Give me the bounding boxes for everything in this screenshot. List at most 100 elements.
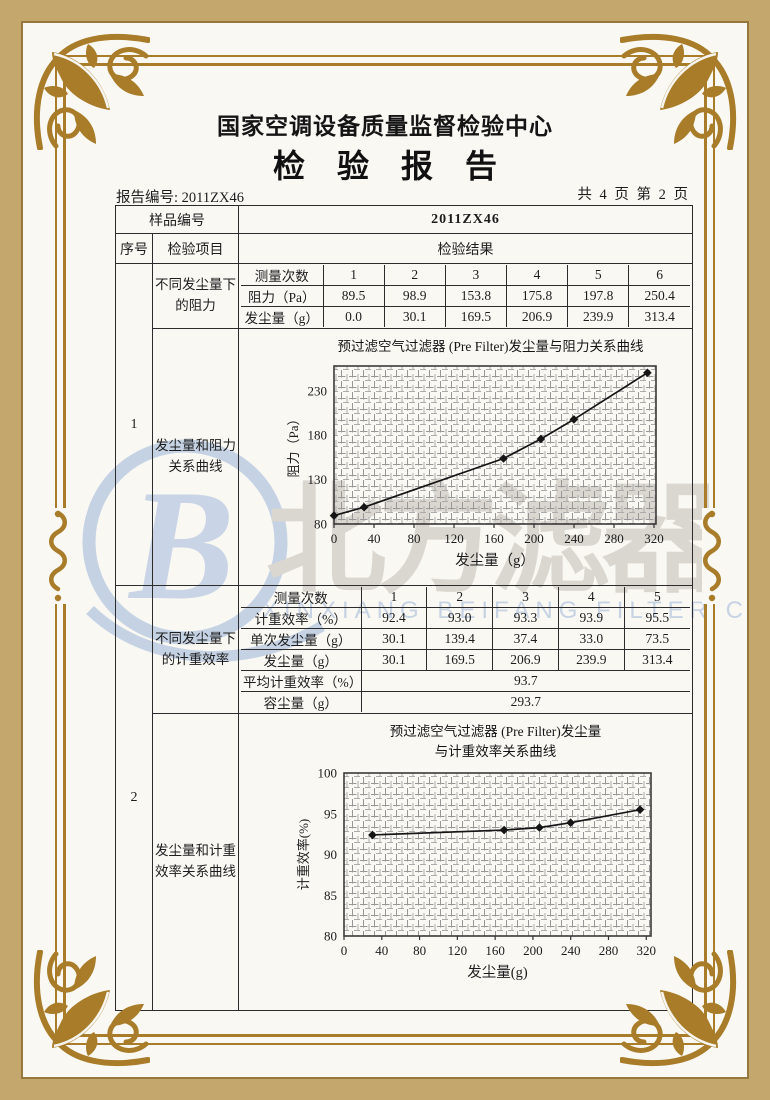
section1-seq: 1: [115, 263, 153, 586]
resistance-table: 测量次数 1 2 3 4 5 6 阻力（Pa） 89.5 98.9: [241, 265, 690, 327]
value-cell: 313.4: [623, 649, 690, 671]
efficiency-chart-cell: 预过滤空气过滤器 (Pre Filter)发尘量 与计重效率关系曲线 80 85 9…: [238, 713, 693, 1011]
svg-text:200: 200: [523, 943, 543, 958]
section1-chart-row: 发尘量和阻力关系曲线 预过滤空气过滤器 (Pre Filter)发尘量与阻力关系…: [116, 328, 693, 586]
svg-text:180: 180: [308, 428, 328, 443]
svg-text:阻力（Pa）: 阻力（Pa）: [286, 412, 301, 477]
value-cell: 250.4: [628, 285, 690, 307]
row-label-cell: 平均计重效率（%）: [241, 670, 362, 692]
page-number: 共 4 页 第 2 页: [577, 187, 690, 203]
svg-text:80: 80: [314, 517, 327, 532]
svg-text:85: 85: [324, 888, 337, 903]
value-cell: 93.0: [426, 607, 494, 629]
value-cell: 153.8: [444, 285, 507, 307]
section2-chart-row: 发尘量和计重效率关系曲线 预过滤空气过滤器 (Pre Filter)发尘量 与计…: [116, 713, 693, 1011]
report-table: 样品编号 2011ZX46 序号 检验项目 检验结果 1 不同发尘量下的阻力 测…: [115, 205, 693, 1011]
svg-text:95: 95: [324, 806, 337, 821]
seq-header: 序号: [115, 233, 153, 264]
resistance-chart-cell: 预过滤空气过滤器 (Pre Filter)发尘量与阻力关系曲线 80 130 180…: [238, 328, 693, 586]
value-cell: 197.8: [567, 285, 630, 307]
svg-text:80: 80: [413, 943, 426, 958]
cumulative-dust-row: 发尘量（g） 30.1 169.5 206.9 239.9 313.4: [241, 649, 690, 671]
svg-text:320: 320: [644, 531, 664, 546]
org-title: 国家空调设备质量监督检验中心: [217, 113, 553, 139]
value-cell: 139.4: [426, 628, 494, 650]
resistance-chart: 80 130 180 230 0 40 80 120 160 200 240 280 320 阻力（Pa）…: [286, 365, 664, 569]
svg-text:0: 0: [341, 943, 348, 958]
resistance-table-cell: 测量次数 1 2 3 4 5 6 阻力（Pa） 89.5 98.9: [238, 263, 693, 329]
svg-text:230: 230: [308, 383, 328, 398]
efficiency-chart: 80 85 90 95 100 0 40 80 120 160 200 240 280 320 计重效率(%…: [296, 766, 657, 981]
scroll-ornament-icon: [48, 508, 68, 604]
svg-text:发尘量(g): 发尘量(g): [467, 964, 528, 981]
svg-text:160: 160: [485, 943, 505, 958]
dust-capacity-row: 容尘量（g） 293.7: [241, 691, 690, 712]
svg-text:160: 160: [484, 531, 504, 546]
report-title: 检 验 报 告: [272, 148, 497, 184]
svg-text:130: 130: [308, 472, 328, 487]
svg-text:40: 40: [375, 943, 388, 958]
section2-item-b: 发尘量和计重效率关系曲线: [152, 713, 239, 1011]
row-label-cell: 单次发尘量（g）: [241, 628, 362, 650]
corner-flourish-icon: [33, 950, 150, 1067]
scroll-ornament-icon: [702, 508, 722, 604]
section2-data-row: 2 不同发尘量下的计重效率 测量次数 1 2 3 4 5: [115, 585, 693, 1011]
value-cell: 239.9: [557, 649, 625, 671]
value-cell: 30.1: [360, 628, 428, 650]
value-cell: 73.5: [623, 628, 690, 650]
sample-number-value: 2011ZX46: [238, 205, 693, 234]
value-cell: 95.5: [623, 607, 690, 629]
svg-text:计重效率(%): 计重效率(%): [296, 819, 311, 891]
efficiency-row: 计重效率（%） 92.4 93.0 93.3 93.9 95.5: [241, 607, 690, 629]
corner-flourish-icon: [33, 33, 150, 150]
report-number: 报告编号: 2011ZX46: [116, 190, 244, 206]
efficiency-table: 测量次数 1 2 3 4 5 计重效率（%） 92.4 93.0 93.3: [241, 587, 690, 712]
svg-text:120: 120: [448, 943, 468, 958]
value-cell: 169.5: [426, 649, 494, 671]
svg-text:320: 320: [637, 943, 657, 958]
section2-seq: 2: [115, 585, 153, 1011]
value-cell: 37.4: [492, 628, 559, 650]
efficiency-chart-title: 预过滤空气过滤器 (Pre Filter)发尘量 与计重效率关系曲线: [334, 722, 657, 762]
value-cell: 4: [505, 265, 569, 286]
value-cell: 30.1: [360, 649, 428, 671]
value-cell: 5: [567, 265, 630, 286]
value-cell: 313.4: [628, 306, 690, 327]
item-header: 检验项目: [152, 233, 239, 264]
value-cell: 169.5: [444, 306, 507, 327]
avg-efficiency-row: 平均计重效率（%） 93.7: [241, 670, 690, 692]
value-cell: 3: [444, 265, 507, 286]
value-cell: 1: [322, 265, 385, 286]
corner-flourish-icon: [620, 950, 737, 1067]
svg-text:100: 100: [318, 766, 338, 781]
value-cell: 2: [383, 265, 446, 286]
efficiency-chart-title-line2: 与计重效率关系曲线: [434, 744, 557, 759]
value-cell: 5: [623, 587, 690, 608]
row-label-cell: 发尘量（g）: [241, 306, 324, 327]
table-header-row: 序号 检验项目 检验结果: [115, 233, 693, 264]
value-cell: 33.0: [557, 628, 625, 650]
value-cell: 4: [557, 587, 625, 608]
section1-item-b: 发尘量和阻力关系曲线: [152, 328, 239, 586]
section1-item-a: 不同发尘量下的阻力: [152, 263, 239, 329]
sample-number-row: 样品编号 2011ZX46: [115, 205, 693, 234]
row-label-cell: 计重效率（%）: [241, 607, 362, 629]
value-cell: 0.0: [322, 306, 385, 327]
avg-efficiency-value: 93.7: [360, 670, 690, 692]
value-cell: 98.9: [383, 285, 446, 307]
dust-row: 发尘量（g） 0.0 30.1 169.5 206.9 239.9 313.4: [241, 306, 690, 327]
value-cell: 92.4: [360, 607, 428, 629]
value-cell: 30.1: [383, 306, 446, 327]
corner-flourish-icon: [620, 33, 737, 150]
svg-text:80: 80: [408, 531, 421, 546]
row-label-cell: 测量次数: [241, 587, 362, 608]
value-cell: 93.9: [557, 607, 625, 629]
section1-data-row: 1 不同发尘量下的阻力 测量次数 1 2 3 4 5 6: [115, 263, 693, 586]
svg-text:90: 90: [324, 847, 337, 862]
resistance-row: 阻力（Pa） 89.5 98.9 153.8 175.8 197.8 250.4: [241, 285, 690, 307]
value-cell: 175.8: [505, 285, 569, 307]
measure-count-row: 测量次数 1 2 3 4 5 6: [241, 265, 690, 286]
row-label-cell: 测量次数: [241, 265, 324, 286]
value-cell: 1: [360, 587, 428, 608]
